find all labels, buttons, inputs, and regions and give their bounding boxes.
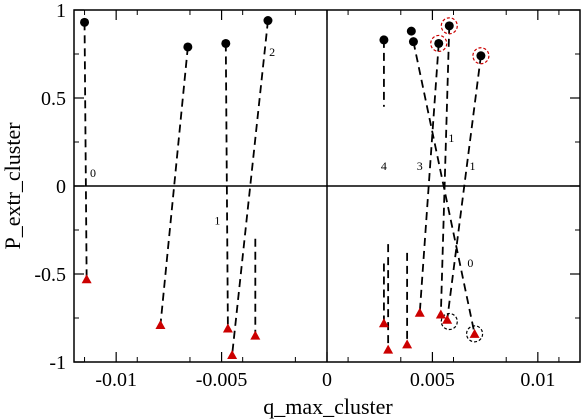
cluster-label: 0 bbox=[467, 256, 473, 270]
connector-line bbox=[224, 43, 229, 329]
circle-point bbox=[408, 37, 418, 47]
y-tick-label: 0 bbox=[56, 176, 66, 198]
highlight-circle-red bbox=[440, 17, 458, 35]
triangle-point bbox=[250, 330, 261, 340]
triangle-point bbox=[155, 320, 166, 330]
connector-line bbox=[231, 20, 269, 356]
circle-point bbox=[434, 38, 444, 48]
circle-point bbox=[263, 16, 273, 26]
cluster-label: 1 bbox=[448, 131, 454, 145]
data-series bbox=[80, 16, 490, 359]
triangle-point bbox=[402, 339, 413, 349]
x-tick-label: 0.01 bbox=[520, 369, 555, 391]
y-tick-label: -0.5 bbox=[34, 264, 66, 286]
highlight-circle-red bbox=[472, 47, 490, 65]
annotations: 0 2 1 4 3 1 1 0 bbox=[90, 45, 476, 270]
circle-point bbox=[444, 21, 454, 31]
x-tick-label: 0.005 bbox=[410, 369, 455, 391]
circle-point bbox=[80, 17, 90, 27]
circle-point bbox=[476, 51, 486, 61]
connector-line bbox=[418, 43, 440, 313]
cluster-label: 2 bbox=[269, 45, 275, 59]
x-axis-title: q_max_cluster bbox=[263, 394, 393, 419]
cluster-label: 0 bbox=[90, 166, 96, 180]
triangle-point bbox=[227, 349, 238, 359]
connector-line bbox=[83, 22, 88, 280]
x-tick-label: -0.005 bbox=[196, 369, 248, 391]
connector-line bbox=[412, 41, 476, 335]
highlight-circle-red bbox=[430, 34, 448, 53]
triangle-point bbox=[442, 314, 453, 324]
triangle-point bbox=[222, 323, 233, 333]
highlight-circle-black bbox=[465, 325, 484, 343]
triangle-point bbox=[414, 307, 425, 317]
x-tick-label: 0 bbox=[322, 369, 332, 391]
circle-point bbox=[379, 35, 389, 45]
axes: -0.01 -0.005 0 0.005 0.01 -1 -0.5 0 0.5 1 bbox=[34, 0, 581, 391]
x-tick-label: -0.01 bbox=[95, 369, 137, 391]
connector-line bbox=[446, 55, 482, 320]
cluster-label: 3 bbox=[417, 159, 423, 173]
cluster-label: 1 bbox=[469, 159, 475, 173]
y-axis-title: P_extr_cluster bbox=[0, 122, 25, 250]
triangle-point bbox=[435, 309, 446, 319]
triangle-point bbox=[378, 318, 389, 328]
y-tick-label: 0.5 bbox=[41, 88, 66, 110]
highlight-circle-black bbox=[440, 312, 458, 331]
cluster-label: 4 bbox=[381, 159, 387, 173]
circle-point bbox=[183, 42, 193, 52]
connector-line bbox=[159, 46, 189, 326]
triangle-point bbox=[469, 328, 480, 338]
y-tick-label: 1 bbox=[56, 0, 66, 22]
triangle-point bbox=[383, 344, 394, 354]
connector-line bbox=[439, 25, 451, 315]
y-tick-label: -1 bbox=[49, 352, 66, 374]
cluster-label: 1 bbox=[214, 214, 220, 228]
circle-point bbox=[406, 26, 416, 36]
circle-point bbox=[221, 38, 231, 48]
triangle-point bbox=[81, 274, 92, 284]
